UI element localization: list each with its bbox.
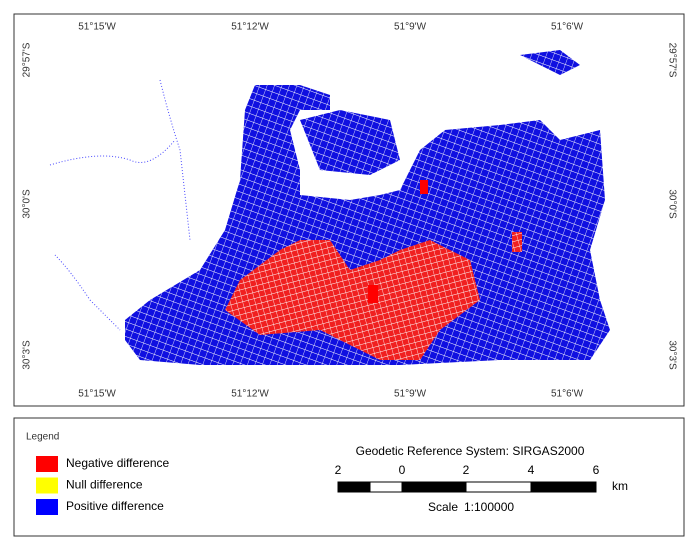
negative-area — [512, 232, 522, 252]
scale-unit: km — [612, 479, 628, 493]
legend-label: Null difference — [66, 478, 143, 492]
latitude-label: 29°57'S — [22, 42, 33, 77]
longitude-label: 51°15'W — [78, 22, 116, 33]
scale-bar-label: 4 — [528, 463, 535, 477]
scale-bar-label: 2 — [335, 463, 342, 477]
scale-bar-segment — [465, 481, 532, 493]
longitude-label: 51°12'W — [231, 22, 269, 33]
longitude-label: 51°6'W — [551, 22, 584, 33]
map-features — [49, 50, 610, 365]
negative-area — [420, 180, 428, 194]
legend-title: Legend — [26, 432, 59, 443]
scale-bar-label: 0 — [399, 463, 406, 477]
scale-bar-segment — [401, 481, 467, 493]
scale-bar-segment — [530, 481, 597, 493]
scale-label: Scale — [428, 500, 458, 514]
latitude-label: 29°57'S — [666, 43, 677, 78]
sparse-features — [49, 79, 191, 331]
legend-frame — [13, 417, 685, 537]
negative-area — [368, 285, 378, 303]
longitude-label: 51°6'W — [551, 389, 584, 400]
longitude-label: 51°15'W — [78, 389, 116, 400]
legend-swatch — [36, 477, 58, 494]
negative-area — [225, 240, 480, 360]
reference-system: Geodetic Reference System: SIRGAS2000 — [356, 444, 585, 458]
legend-swatch — [36, 456, 58, 472]
latitude-label: 30°0'S — [666, 189, 677, 219]
scale-bar-segment — [369, 481, 403, 493]
scale-bar-label: 2 — [463, 463, 470, 477]
legend-label: Positive difference — [66, 499, 164, 513]
positive-area — [300, 110, 400, 175]
scale-bar-label: 6 — [593, 463, 600, 477]
latitude-label: 30°3'S — [666, 340, 677, 370]
legend-swatch — [36, 499, 58, 515]
longitude-label: 51°12'W — [231, 389, 269, 400]
longitude-label: 51°9'W — [394, 389, 427, 400]
scale-bar-segment — [337, 481, 371, 493]
longitude-label: 51°9'W — [394, 22, 427, 33]
latitude-label: 30°3'S — [22, 340, 33, 370]
legend-label: Negative difference — [66, 456, 170, 470]
latitude-label: 30°0'S — [22, 189, 33, 219]
scale-value: 1:100000 — [464, 500, 514, 514]
positive-area — [520, 50, 580, 75]
